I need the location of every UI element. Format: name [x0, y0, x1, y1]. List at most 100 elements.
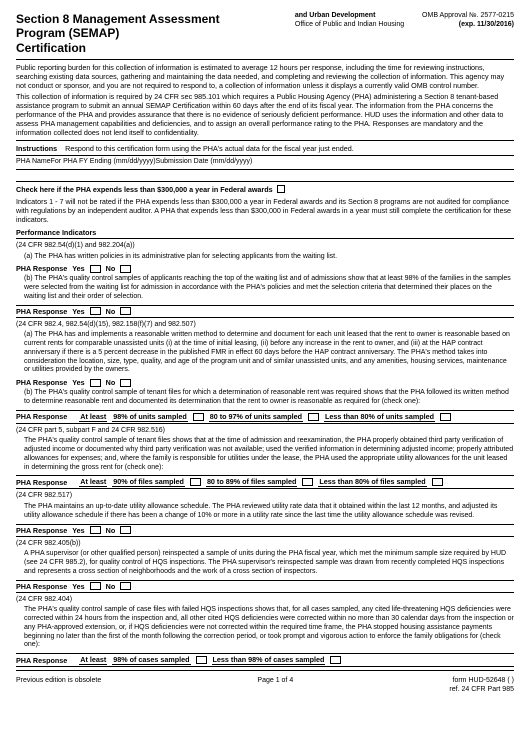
footer-left: Previous edition is obsolete [16, 677, 101, 695]
title-line1: Section 8 Management Assessment [16, 12, 295, 26]
pha-fields[interactable]: PHA NameFor PHA FY Ending (mm/dd/yyyy)Su… [16, 155, 514, 170]
ind6-response: PHA Response At least 98% of cases sampl… [16, 653, 514, 667]
yes-label: Yes [72, 264, 84, 273]
yes-label: Yes [72, 526, 84, 535]
resp-label: PHA Response [16, 412, 67, 421]
intro-p1: Public reporting burden for this collect… [16, 63, 514, 90]
atleast-label: At least [79, 477, 107, 487]
divider [16, 670, 514, 671]
divider [16, 181, 514, 182]
ind2-b: (b) The PHA's quality control sample of … [24, 389, 514, 407]
ind2-opt1: 98% of units sampled [112, 412, 188, 422]
resp-label: PHA Response [16, 478, 67, 487]
ind1b-no-checkbox[interactable] [120, 307, 131, 315]
ind4-cfr: (24 CFR 982.517) [16, 492, 514, 501]
ind6-opt2-checkbox[interactable] [330, 656, 341, 664]
instructions-row: Instructions Respond to this certificati… [16, 144, 514, 153]
resp-label: PHA Response [16, 656, 67, 665]
ind2a-no-checkbox[interactable] [120, 379, 131, 387]
ind1-b: (b) The PHA's quality control samples of… [24, 275, 514, 301]
no-label: No [106, 582, 116, 591]
dept-block: and Urban Development Office of Public a… [295, 12, 405, 55]
resp-label: PHA Response [16, 378, 67, 387]
check-300k-text: Indicators 1 - 7 will not be rated if th… [16, 197, 514, 224]
footer-right: form HUD-52648 ( ) ref. 24 CFR Part 985 [449, 677, 514, 695]
ind3-opt3-checkbox[interactable] [432, 478, 443, 486]
ind1b-response: PHA Response Yes No [16, 305, 514, 318]
ind3-response: PHA Response At least 90% of files sampl… [16, 475, 514, 489]
title-line2: Program (SEMAP) [16, 26, 295, 40]
ind6-opt1-checkbox[interactable] [196, 656, 207, 664]
instructions-text: Respond to this certification form using… [65, 144, 354, 153]
yes-label: Yes [72, 378, 84, 387]
ind6-text: The PHA's quality control sample of case… [24, 606, 514, 650]
resp-label: PHA Response [16, 307, 67, 316]
ind6-cfr: (24 CFR 982.404) [16, 596, 514, 605]
no-label: No [106, 526, 116, 535]
ind3-opt2-checkbox[interactable] [302, 478, 313, 486]
omb-block: OMB Approval №. 2577-0215 (exp. 11/30/20… [404, 12, 514, 55]
ind3-opt1: 90% of files sampled [112, 477, 185, 487]
ind5-response: PHA Response Yes No [16, 580, 514, 593]
ind1a-yes-checkbox[interactable] [90, 265, 101, 273]
ind2b-response: PHA Response At least 98% of units sampl… [16, 410, 514, 424]
no-label: No [106, 264, 116, 273]
resp-label: PHA Response [16, 582, 67, 591]
resp-label: PHA Response [16, 264, 67, 273]
title-line3: Certification [16, 41, 295, 55]
ind4-yes-checkbox[interactable] [90, 526, 101, 534]
ind2-opt2-checkbox[interactable] [308, 413, 319, 421]
ind1-cfr: (24 CFR 982.54(d)(1) and 982.204(a)) [16, 242, 514, 251]
atleast-label: At least [79, 655, 107, 665]
ind3-opt1-checkbox[interactable] [190, 478, 201, 486]
ind1-a: (a) The PHA has written policies in its … [24, 253, 514, 262]
ind4-text: The PHA maintains an up-to-date utility … [24, 503, 514, 521]
ind3-opt3: Less than 80% of files sampled [318, 477, 426, 487]
ind6-opt2: Less than 98% of cases sampled [212, 655, 326, 665]
title-block: Section 8 Management Assessment Program … [16, 12, 295, 55]
no-label: No [106, 307, 116, 316]
ind2a-yes-checkbox[interactable] [90, 379, 101, 387]
ind4-response: PHA Response Yes No [16, 524, 514, 537]
ind2-a: (a) The PHA has and implements a reasona… [24, 331, 514, 375]
footer-mid: Page 1 of 4 [257, 677, 293, 695]
ind5-cfr: (24 CFR 982.405(b)) [16, 540, 514, 549]
header: Section 8 Management Assessment Program … [16, 12, 514, 55]
form-ref: ref. 24 CFR Part 985 [449, 686, 514, 693]
dept2: Office of Public and Indian Housing [295, 21, 405, 30]
omb: OMB Approval №. 2577-0215 [404, 12, 514, 21]
instructions-label: Instructions [16, 144, 57, 153]
ind4-no-checkbox[interactable] [120, 526, 131, 534]
ind2-opt3: Less than 80% of units sampled [324, 412, 435, 422]
check-300k-row: Check here if the PHA expends less than … [16, 185, 514, 194]
performance-indicators-label: Performance Indicators [16, 227, 514, 239]
ind3-cfr: (24 CFR part 5, subpart F and 24 CFR 982… [16, 427, 514, 436]
divider [16, 59, 514, 60]
ind2-opt3-checkbox[interactable] [440, 413, 451, 421]
atleast-label: At least [79, 412, 107, 422]
check-300k-label: Check here if the PHA expends less than … [16, 185, 273, 194]
form-no: form HUD-52648 ( [453, 677, 510, 684]
ind5-text: A PHA supervisor (or other qualified per… [24, 550, 514, 576]
form-no2: ) [512, 677, 514, 684]
yes-label: Yes [72, 307, 84, 316]
ind2-cfr: (24 CFR 982.4, 982.54(d)(15), 982.158(f)… [16, 321, 514, 330]
resp-label: PHA Response [16, 526, 67, 535]
footer: Previous edition is obsolete Page 1 of 4… [16, 677, 514, 695]
yes-label: Yes [72, 582, 84, 591]
exp: (exp. 11/30/2016) [404, 21, 514, 30]
ind5-no-checkbox[interactable] [120, 582, 131, 590]
intro-p2: This collection of information is requir… [16, 92, 514, 137]
ind6-opt1: 98% of cases sampled [112, 655, 190, 665]
checkbox-300k[interactable] [277, 185, 285, 193]
no-label: No [106, 378, 116, 387]
ind1a-no-checkbox[interactable] [120, 265, 131, 273]
ind1b-yes-checkbox[interactable] [90, 307, 101, 315]
ind1a-response: PHA Response Yes No [16, 264, 514, 273]
ind2a-response: PHA Response Yes No [16, 378, 514, 387]
ind2-opt2: 80 to 97% of units sampled [209, 412, 303, 422]
ind3-text: The PHA's quality control sample of tena… [24, 437, 514, 472]
divider [16, 140, 514, 141]
ind2-opt1-checkbox[interactable] [193, 413, 204, 421]
ind5-yes-checkbox[interactable] [90, 582, 101, 590]
